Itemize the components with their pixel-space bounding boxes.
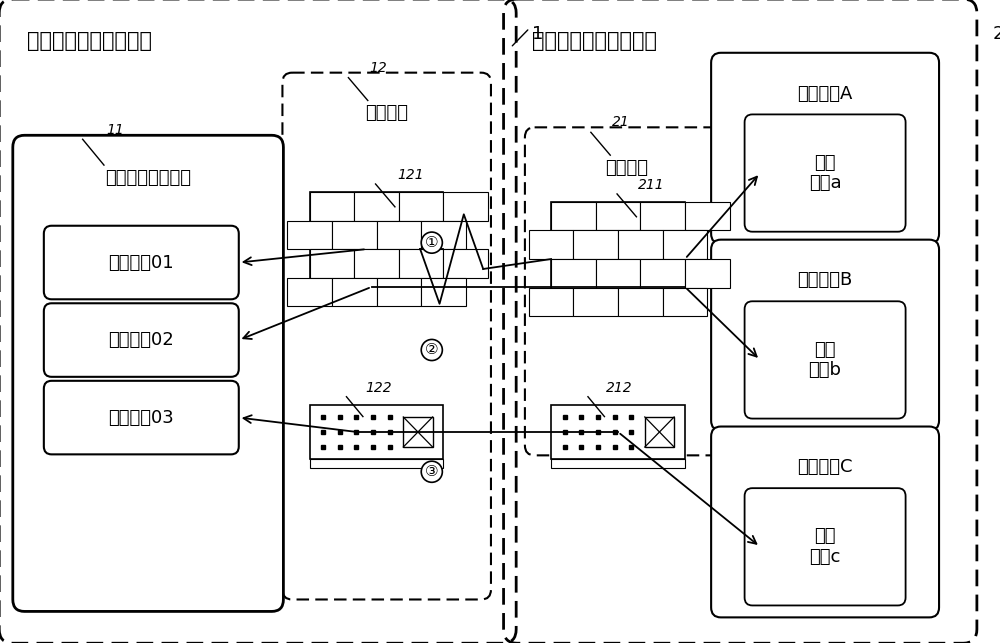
- Bar: [421, 221, 466, 249]
- Text: 网络设备: 网络设备: [365, 104, 408, 122]
- Text: 2: 2: [992, 25, 1000, 43]
- Bar: [529, 230, 573, 259]
- FancyBboxPatch shape: [711, 53, 939, 244]
- Bar: [377, 221, 421, 249]
- Text: 远程服务B: 远程服务B: [797, 271, 853, 289]
- Text: 121: 121: [397, 168, 424, 182]
- FancyBboxPatch shape: [745, 302, 906, 419]
- Text: 21: 21: [612, 115, 630, 129]
- Bar: [421, 278, 466, 306]
- Text: 远程服务A: 远程服务A: [797, 85, 853, 103]
- Bar: [443, 192, 488, 221]
- Text: 11: 11: [106, 123, 124, 137]
- Bar: [685, 259, 730, 287]
- Bar: [287, 278, 332, 306]
- Text: 12: 12: [370, 60, 387, 75]
- Bar: [310, 192, 443, 306]
- Bar: [551, 259, 596, 287]
- Bar: [310, 459, 443, 467]
- Bar: [551, 404, 685, 459]
- Bar: [399, 249, 443, 278]
- Text: 服务
接口a: 服务 接口a: [809, 154, 841, 192]
- Text: 211: 211: [638, 178, 665, 192]
- Bar: [354, 249, 399, 278]
- Text: 122: 122: [365, 381, 391, 395]
- FancyBboxPatch shape: [44, 226, 239, 299]
- Text: 业务流程01: 业务流程01: [108, 253, 174, 271]
- Text: 本地业务组件容器: 本地业务组件容器: [105, 169, 191, 187]
- Bar: [663, 230, 707, 259]
- Bar: [287, 221, 332, 249]
- Bar: [332, 278, 377, 306]
- Bar: [551, 202, 685, 316]
- Bar: [596, 202, 640, 230]
- Bar: [354, 192, 399, 221]
- Bar: [332, 221, 377, 249]
- Bar: [685, 202, 730, 230]
- Text: ③: ③: [425, 464, 439, 479]
- FancyBboxPatch shape: [711, 240, 939, 431]
- FancyBboxPatch shape: [711, 426, 939, 617]
- Text: 第二机房（集中部署）: 第二机房（集中部署）: [532, 31, 657, 51]
- Bar: [551, 202, 596, 230]
- Bar: [663, 287, 707, 316]
- Text: 网络设备: 网络设备: [605, 159, 648, 177]
- Bar: [596, 259, 640, 287]
- FancyBboxPatch shape: [745, 114, 906, 231]
- Text: ②: ②: [425, 343, 439, 358]
- Bar: [618, 230, 663, 259]
- Bar: [310, 404, 443, 459]
- Bar: [573, 230, 618, 259]
- Bar: [573, 287, 618, 316]
- FancyBboxPatch shape: [44, 303, 239, 377]
- Bar: [310, 192, 354, 221]
- Bar: [443, 249, 488, 278]
- Bar: [529, 287, 573, 316]
- Bar: [377, 278, 421, 306]
- FancyBboxPatch shape: [44, 381, 239, 455]
- Text: 1: 1: [532, 25, 543, 43]
- Bar: [640, 259, 685, 287]
- Text: 第一机房（异地部署）: 第一机房（异地部署）: [27, 31, 152, 51]
- Bar: [399, 192, 443, 221]
- Text: 212: 212: [606, 381, 633, 395]
- Bar: [645, 417, 674, 447]
- Bar: [618, 287, 663, 316]
- Bar: [551, 459, 685, 467]
- Text: 服务
接口b: 服务 接口b: [809, 341, 842, 379]
- FancyBboxPatch shape: [13, 135, 283, 611]
- Bar: [310, 249, 354, 278]
- Bar: [640, 202, 685, 230]
- Text: ①: ①: [425, 235, 439, 250]
- FancyBboxPatch shape: [745, 488, 906, 606]
- Text: 业务流程02: 业务流程02: [108, 331, 174, 349]
- Bar: [403, 417, 433, 447]
- Text: 远程服务C: 远程服务C: [797, 458, 853, 476]
- Text: 业务流程03: 业务流程03: [108, 408, 174, 426]
- Text: 服务
接口c: 服务 接口c: [809, 527, 841, 566]
